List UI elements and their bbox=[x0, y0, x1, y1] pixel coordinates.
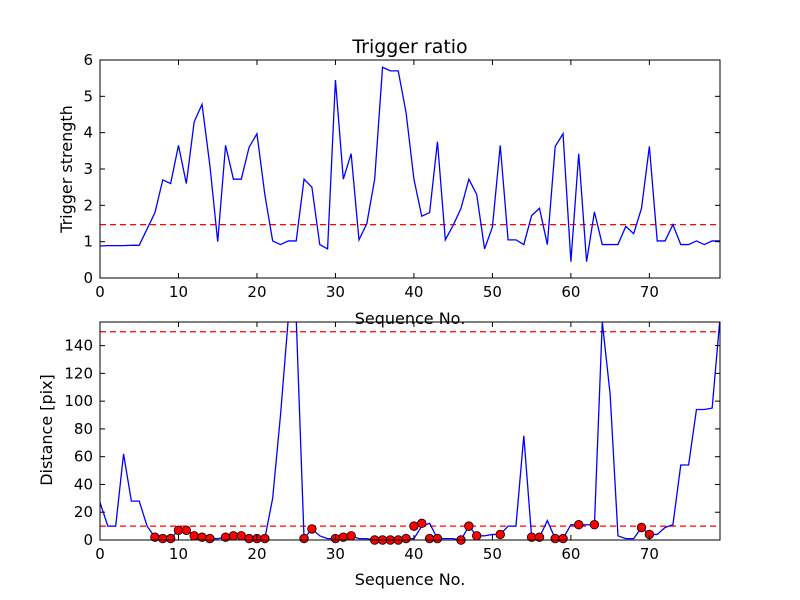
bottom-marker-point bbox=[205, 533, 215, 544]
bottom-marker-point bbox=[589, 520, 600, 530]
top-series-line bbox=[100, 66, 720, 262]
bottom-x-tick-label: 40 bbox=[404, 545, 423, 563]
bottom-marker-point bbox=[299, 533, 309, 544]
bottom-marker-point bbox=[550, 533, 560, 544]
bottom-y-tick-label: 60 bbox=[74, 448, 93, 466]
bottom-x-tick-label: 50 bbox=[483, 545, 502, 563]
bottom-marker-point bbox=[534, 532, 545, 542]
bottom-marker-point bbox=[346, 531, 356, 541]
bottom-marker-point bbox=[558, 533, 568, 544]
bottom-marker-point bbox=[236, 531, 246, 541]
bottom-y-tick-label: 140 bbox=[64, 337, 93, 355]
top-x-tick-label: 30 bbox=[326, 283, 345, 301]
bottom-marker-point bbox=[464, 521, 474, 531]
top-ticks: 0 10 20 30 40 50 60 70 0 1 2 3 4 5 6 bbox=[83, 51, 720, 301]
bottom-marker-point bbox=[165, 533, 176, 544]
top-y-tick-label: 0 bbox=[83, 269, 93, 287]
bottom-y-axis-label: Distance [pix] bbox=[37, 374, 56, 486]
top-x-tick-label: 40 bbox=[404, 283, 423, 301]
bottom-marker-point bbox=[228, 531, 239, 541]
bottom-marker-point bbox=[173, 525, 184, 535]
bottom-y-tick-label: 20 bbox=[74, 503, 93, 521]
bottom-marker-point bbox=[574, 520, 584, 530]
top-x-tick-label: 70 bbox=[640, 283, 659, 301]
bottom-y-tick-label: 40 bbox=[74, 475, 93, 493]
bottom-marker-point bbox=[244, 533, 254, 544]
bottom-y-tick-label: 100 bbox=[64, 392, 93, 410]
bottom-x-tick-label: 0 bbox=[95, 545, 105, 563]
bottom-marker-point bbox=[472, 531, 482, 541]
bottom-axes-frame bbox=[99, 321, 721, 541]
top-x-tick-label: 50 bbox=[483, 283, 502, 301]
bottom-marker-point bbox=[636, 522, 647, 533]
bottom-x-tick-label: 20 bbox=[247, 545, 266, 563]
top-x-tick-label: 0 bbox=[95, 283, 105, 301]
bottom-marker-point bbox=[417, 518, 427, 529]
top-y-tick-label: 3 bbox=[83, 160, 93, 178]
bottom-marker-point bbox=[260, 533, 270, 544]
top-y-tick-label: 4 bbox=[83, 124, 93, 142]
bottom-x-tick-label: 60 bbox=[561, 545, 580, 563]
top-x-tick-label: 60 bbox=[561, 283, 580, 301]
top-x-tick-label: 10 bbox=[169, 283, 188, 301]
bottom-y-tick-label: 0 bbox=[83, 531, 93, 549]
top-chart: Trigger ratio 0 10 20 30 40 50 60 70 0 1 2 3 4 5 6 Seq… bbox=[57, 36, 721, 328]
bottom-chart: 0 10 20 30 40 50 60 70 0 20 40 60 80 100 120 140 Sequen… bbox=[37, 321, 721, 589]
bottom-x-tick-label: 10 bbox=[169, 545, 188, 563]
bottom-x-tick-label: 30 bbox=[326, 545, 345, 563]
bottom-marker-point bbox=[181, 525, 192, 535]
top-y-axis-label: Trigger strength bbox=[57, 105, 76, 234]
bottom-y-tick-label: 120 bbox=[64, 364, 93, 382]
bottom-marker-point bbox=[432, 533, 443, 544]
bottom-ticks: 0 10 20 30 40 50 60 70 0 20 40 60 80 100 120 140 bbox=[64, 322, 720, 563]
bottom-marker-point bbox=[409, 521, 419, 531]
bottom-marker-point bbox=[401, 533, 411, 544]
bottom-x-axis-label: Sequence No. bbox=[355, 570, 466, 589]
top-x-axis-label: Sequence No. bbox=[355, 309, 466, 328]
bottom-marker-point bbox=[158, 533, 168, 544]
bottom-y-tick-label: 80 bbox=[74, 420, 93, 438]
bottom-marker-point bbox=[424, 533, 435, 544]
top-y-tick-label: 1 bbox=[83, 233, 93, 251]
top-plot-area bbox=[100, 66, 720, 262]
top-y-tick-label: 6 bbox=[83, 51, 93, 69]
bottom-marker-point bbox=[495, 529, 505, 540]
top-chart-title: Trigger ratio bbox=[351, 36, 467, 58]
bottom-marker-point bbox=[307, 524, 317, 534]
top-y-tick-label: 2 bbox=[83, 196, 93, 214]
bottom-marker-point bbox=[189, 531, 199, 541]
top-y-tick-label: 5 bbox=[83, 87, 93, 105]
bottom-x-tick-label: 70 bbox=[640, 545, 659, 563]
top-x-tick-label: 20 bbox=[247, 283, 266, 301]
